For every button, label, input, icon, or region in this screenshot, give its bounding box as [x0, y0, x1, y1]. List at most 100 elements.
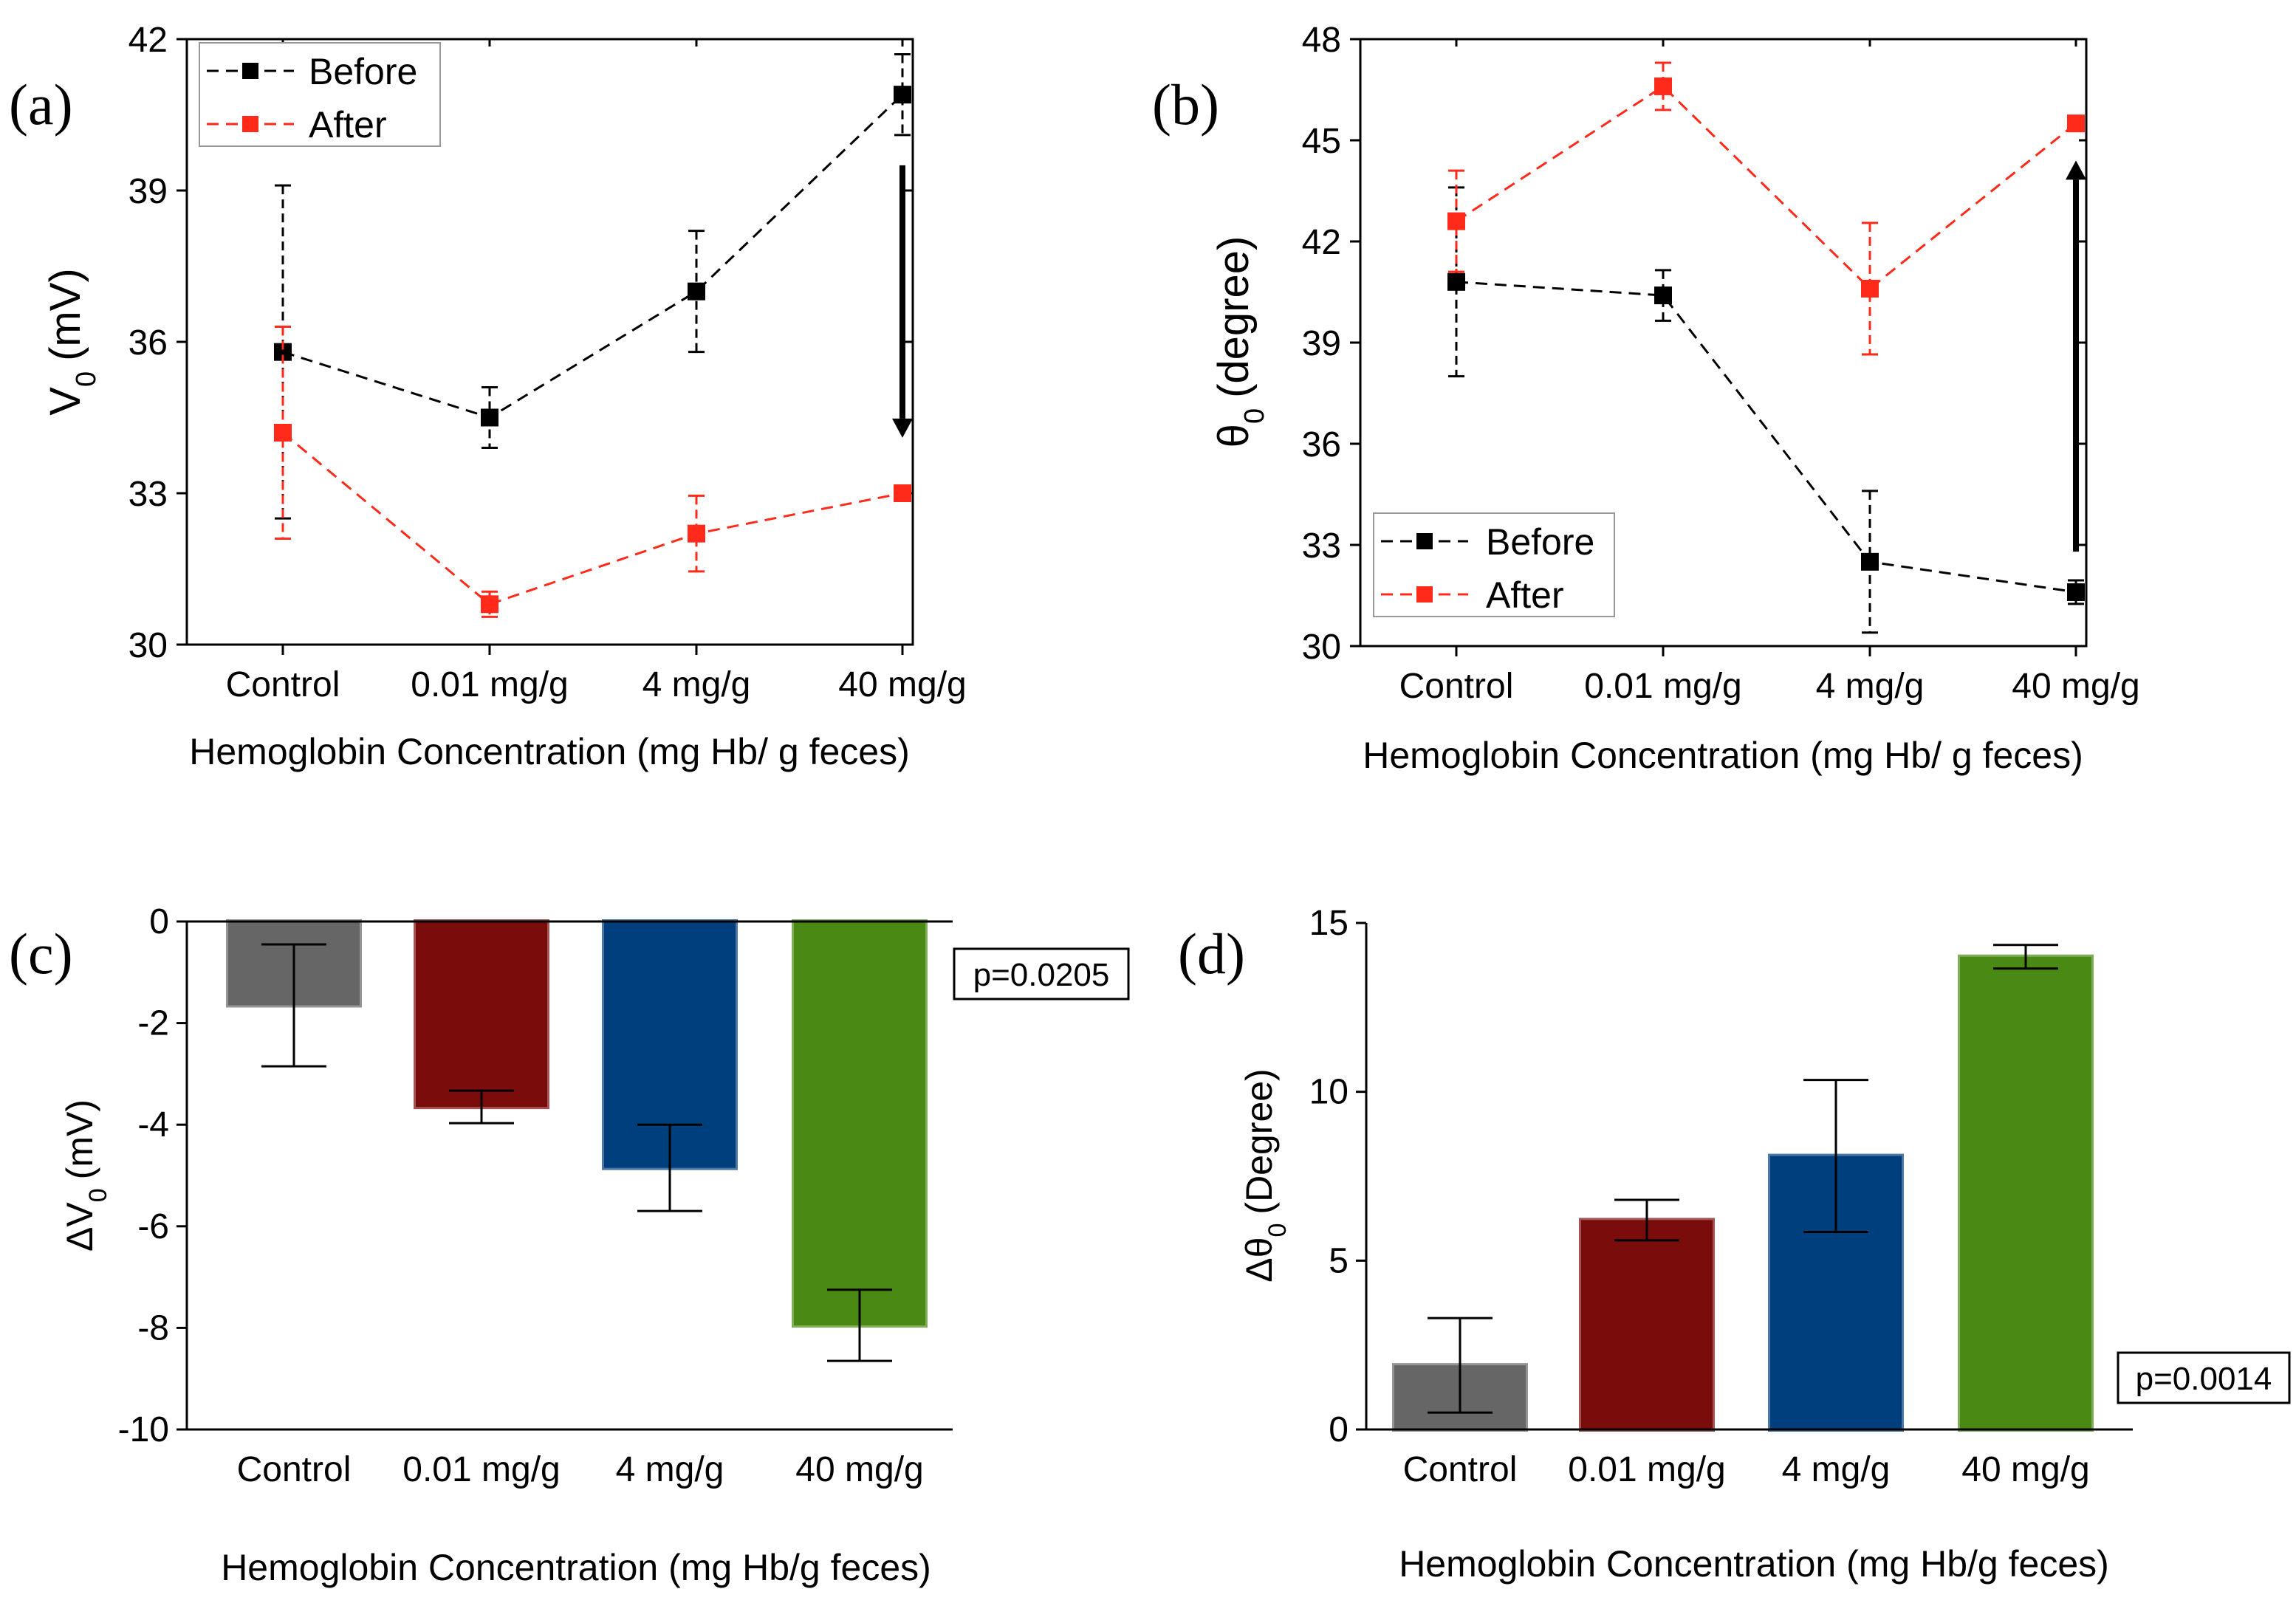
legend-a: Before After [199, 42, 441, 147]
legend-b: Before After [1373, 512, 1615, 617]
legend-label-b-before: Before [1486, 521, 1594, 563]
chart-a: (a) 30 33 36 39 42 Control 0.01 mg/g 4 mg/g 40 … [9, 21, 967, 772]
point-b-before-control [1447, 272, 1465, 291]
y-tick-label-d-0: 0 [1329, 1410, 1349, 1449]
y-tick-label-d-5: 5 [1329, 1241, 1349, 1280]
x-tick-label-c-0-01-mg-g: 0.01 mg/g [402, 1450, 560, 1489]
chart-c: (c) 0 -2 -4 -6 -8 -10 Control 0.01 mg/g 4 mg/g 4… [9, 902, 1130, 1588]
x-tick-label-c-control: Control [237, 1450, 352, 1489]
chart-b: (b) 30 33 36 39 42 45 48 Control 0.01 mg/g 4 mg/… [1152, 21, 2140, 776]
legend-box-a [199, 42, 441, 147]
series-line-a-before [282, 94, 904, 419]
y-axis-title-b: θ0(degree) [1210, 236, 1270, 448]
plot-area-a [274, 53, 913, 618]
y-axis-title-a: V0(mV) [41, 268, 102, 415]
point-a-before-40-mg-g [894, 86, 911, 104]
p-value-d: p=0.0014 [2136, 1361, 2272, 1397]
y-tick-label-c-8: -8 [137, 1308, 169, 1348]
x-tick-label-b-40-mg-g: 40 mg/g [2012, 667, 2139, 706]
point-a-before-4-mg-g [688, 282, 705, 301]
y-tick-label-a-36: 36 [128, 323, 168, 363]
x-tick-label-c-40-mg-g: 40 mg/g [795, 1450, 923, 1489]
arrow-head-b [2066, 160, 2086, 180]
point-a-after-0-01-mg-g [481, 595, 498, 614]
bar-c-0-01-mg-g [414, 919, 549, 1110]
legend-marker-b-before [1416, 533, 1433, 549]
y-tick-label-b-36: 36 [1302, 425, 1341, 464]
point-b-after-4-mg-g [1861, 279, 1879, 298]
x-axis-b: Control 0.01 mg/g 4 mg/g 40 mg/g [1399, 39, 2140, 706]
point-b-before-0-01-mg-g [1654, 286, 1672, 305]
y-tick-label-a-33: 33 [128, 475, 168, 514]
point-b-after-0-01-mg-g [1654, 77, 1672, 95]
y-axis-b: 30 33 36 39 42 45 48 [1302, 21, 2086, 667]
point-a-after-control [274, 424, 292, 442]
legend-marker-a-before [242, 63, 258, 79]
y-tick-label-a-39: 39 [128, 172, 168, 211]
bar-c-40-mg-g [792, 919, 928, 1328]
x-tick-label-a-0-01-mg-g: 0.01 mg/g [411, 665, 568, 704]
x-tick-label-b-0-01-mg-g: 0.01 mg/g [1584, 667, 1741, 706]
p-value-c: p=0.0205 [973, 957, 1110, 993]
y-tick-label-b-33: 33 [1302, 526, 1341, 566]
x-tick-label-d-4-mg-g: 4 mg/g [1782, 1450, 1891, 1489]
bar-d-0-01-mg-g [1579, 1218, 1715, 1432]
plot-area-b [1447, 61, 2086, 634]
legend-marker-b-after [1416, 586, 1433, 603]
x-axis-d: Control 0.01 mg/g 4 mg/g 40 mg/g [1403, 1450, 2090, 1489]
series-line-b-after [1456, 85, 2077, 290]
x-axis-title-a: Hemoglobin Concentration (mg Hb/ g feces… [189, 731, 909, 772]
y-axis-title-c: ΔV0(mV) [59, 1099, 112, 1252]
y-tick-label-d-15: 15 [1309, 904, 1349, 943]
y-axis-a: 30 33 36 39 42 [128, 21, 913, 665]
legend-label-a-before: Before [309, 51, 417, 92]
legend-box-b [1373, 512, 1615, 617]
y-axis-c: 0 -2 -4 -6 -8 -10 [118, 902, 187, 1449]
y-tick-label-a-30: 30 [128, 626, 168, 665]
y-tick-label-c-10: -10 [118, 1410, 169, 1449]
panel-label-a: (a) [9, 72, 73, 137]
point-a-before-0-01-mg-g [481, 408, 498, 427]
x-tick-label-b-control: Control [1399, 667, 1514, 706]
y-tick-label-b-30: 30 [1302, 628, 1341, 667]
point-a-after-40-mg-g [894, 484, 911, 502]
y-tick-label-d-10: 10 [1309, 1073, 1349, 1112]
x-axis-a: Control 0.01 mg/g 4 mg/g 40 mg/g [226, 39, 967, 704]
point-b-before-4-mg-g [1861, 552, 1879, 571]
legend-marker-a-after [242, 116, 258, 132]
x-tick-label-a-control: Control [226, 665, 340, 704]
series-line-a-after [282, 431, 903, 606]
chart-d: (d) 0 5 10 15 Control 0.01 mg/g 4 mg/g 40 mg/g… [1178, 904, 2291, 1585]
series-line-b-before [1456, 281, 2077, 594]
p-value-box-c [953, 947, 1130, 1000]
point-b-after-control [1447, 212, 1465, 230]
y-tick-label-c-2: -2 [137, 1004, 169, 1043]
point-a-after-4-mg-g [688, 524, 705, 543]
bars-d [1392, 944, 2094, 1432]
y-tick-label-c-0: 0 [149, 902, 169, 941]
y-tick-label-a-42: 42 [128, 21, 168, 60]
bar-d-40-mg-g [1958, 954, 2094, 1432]
point-b-after-40-mg-g [2067, 114, 2085, 133]
x-axis-title-d: Hemoglobin Concentration (mg Hb/g feces) [1399, 1543, 2109, 1585]
panel-label-d: (d) [1178, 921, 1245, 986]
bars-c [226, 919, 928, 1362]
point-b-before-40-mg-g [2067, 583, 2085, 601]
y-tick-label-b-39: 39 [1302, 324, 1341, 363]
x-axis-title-b: Hemoglobin Concentration (mg Hb/ g feces… [1363, 735, 2083, 776]
y-tick-label-c-4: -4 [137, 1105, 169, 1144]
x-tick-label-d-control: Control [1403, 1450, 1518, 1489]
panel-label-b: (b) [1152, 72, 1219, 137]
y-tick-label-c-6: -6 [137, 1207, 169, 1246]
y-tick-label-b-48: 48 [1302, 21, 1341, 60]
x-tick-label-d-40-mg-g: 40 mg/g [1961, 1450, 2089, 1489]
legend-label-a-after: After [309, 104, 387, 145]
legend-label-b-after: After [1486, 574, 1564, 616]
x-tick-label-a-40-mg-g: 40 mg/g [838, 665, 966, 704]
arrow-head-a [892, 418, 913, 438]
x-axis-title-c: Hemoglobin Concentration (mg Hb/g feces) [221, 1547, 931, 1588]
panel-label-c: (c) [9, 921, 73, 986]
y-axis-d: 0 5 10 15 [1309, 904, 1366, 1449]
x-tick-label-a-4-mg-g: 4 mg/g [642, 665, 751, 704]
